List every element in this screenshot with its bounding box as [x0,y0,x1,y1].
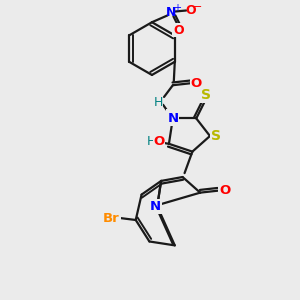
Text: H: H [154,96,163,109]
Text: S: S [211,129,221,143]
Text: O: O [154,135,165,148]
Text: −: − [193,2,203,12]
Text: N: N [167,110,178,123]
Text: O: O [219,184,230,197]
Text: Br: Br [103,212,120,224]
Text: O: O [191,77,202,90]
Text: +: + [173,3,181,13]
Text: N: N [166,6,177,19]
Text: O: O [186,4,196,17]
Text: H: H [147,135,156,148]
Text: N: N [150,200,161,213]
Text: N: N [167,112,178,125]
Text: O: O [173,23,184,37]
Text: S: S [201,88,211,102]
